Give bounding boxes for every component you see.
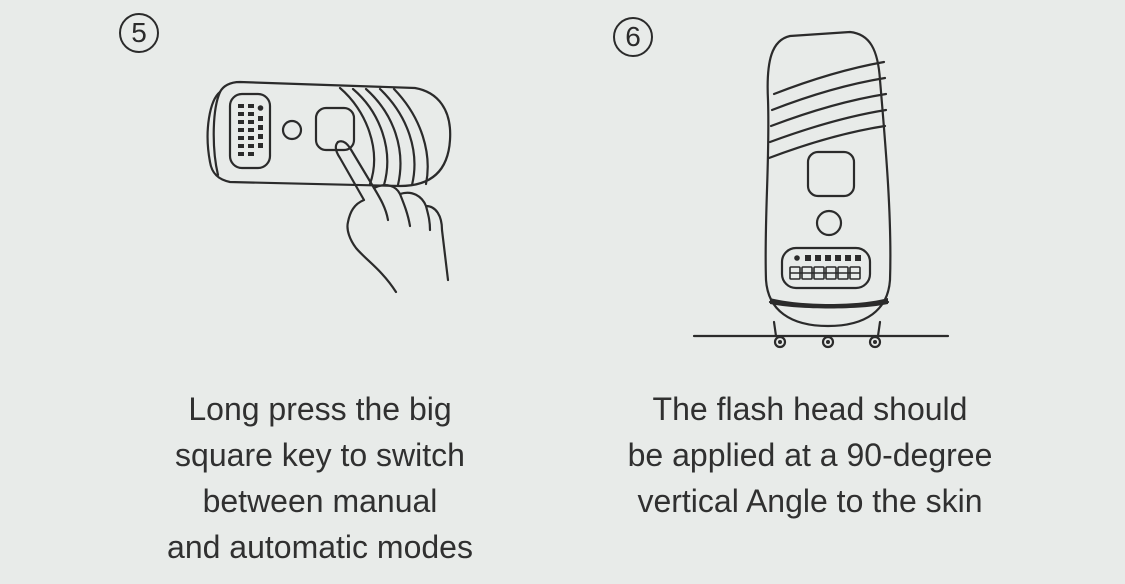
square-button [806, 150, 856, 198]
hand-index-finger [334, 140, 398, 294]
device-head-edge [212, 90, 222, 177]
roller [772, 320, 778, 338]
caption-line: The flash head should [652, 391, 968, 427]
display-panel [780, 246, 872, 290]
caption-line: Long press the big [188, 391, 452, 427]
hand-outline [336, 140, 450, 282]
hand-pressing-device-button-icon [206, 80, 452, 294]
grip-stripe [770, 76, 887, 112]
hand-knuckle [372, 186, 390, 222]
step-6-caption: The flash head should be applied at a 90… [590, 386, 1030, 524]
caption-line: between manual [202, 483, 438, 519]
seven-segment-digits [789, 266, 861, 280]
display-glyphs [794, 255, 861, 261]
caption-line: be applied at a 90-degree [627, 437, 993, 473]
grip-stripe [338, 86, 376, 186]
step-5-number: 5 [119, 13, 159, 53]
grip-stripe [392, 87, 429, 186]
grip-stripe [769, 92, 888, 128]
roller-wheel [821, 335, 835, 349]
step-5-caption: Long press the big square key to switch … [110, 386, 530, 570]
device-body-outline [206, 80, 452, 188]
hand-knuckle [424, 204, 432, 232]
round-button [815, 209, 843, 237]
grip-stripe [772, 60, 886, 96]
roller-wheel [773, 335, 787, 349]
step-6-number: 6 [613, 17, 653, 57]
caption-line: vertical Angle to the skin [637, 483, 983, 519]
grip-stripe [768, 108, 888, 144]
roller-wheel [868, 335, 882, 349]
square-button [314, 106, 356, 152]
grip-stripe [767, 124, 887, 160]
device-perpendicular-to-skin-icon [692, 30, 950, 349]
device-base-shading [770, 298, 888, 344]
hand-knuckle [398, 192, 412, 228]
device-body-outline [764, 30, 892, 328]
round-button [281, 119, 303, 141]
grip-stripe [378, 87, 416, 187]
display-panel [228, 92, 272, 170]
caption-line: square key to switch [175, 437, 465, 473]
display-glyphs [238, 104, 264, 156]
roller [876, 320, 882, 338]
grip-stripe [351, 87, 389, 187]
grip-stripe [364, 87, 402, 187]
caption-line: and automatic modes [167, 529, 473, 565]
